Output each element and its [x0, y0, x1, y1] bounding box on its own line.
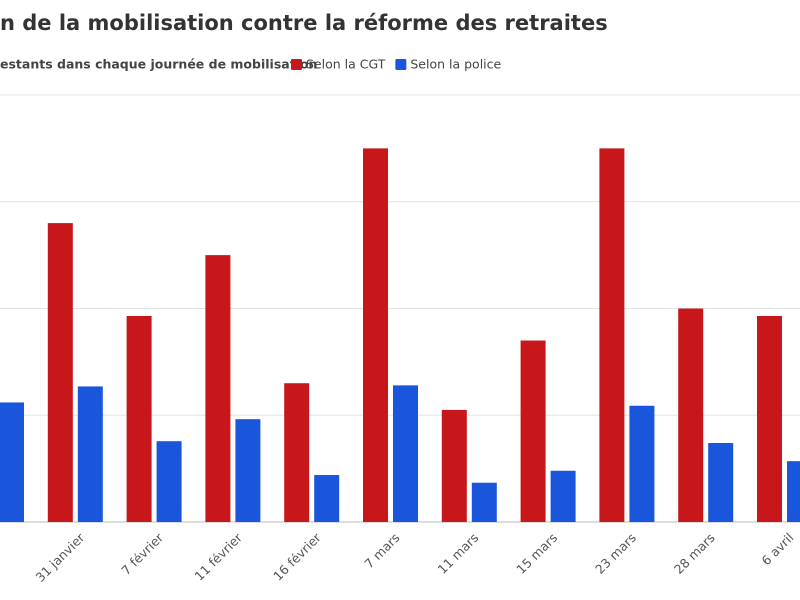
x-tick-label: 7 février — [118, 529, 167, 578]
x-tick-label: 6 avril — [758, 530, 796, 568]
bar — [471, 482, 497, 522]
x-tick-label: 28 mars — [671, 530, 718, 577]
x-tick-label: 15 mars — [513, 530, 560, 577]
chart-title: n de la mobilisation contre la réforme d… — [0, 11, 608, 35]
bar — [205, 255, 231, 522]
bar — [0, 402, 24, 522]
bar — [550, 470, 576, 522]
bar — [678, 308, 704, 522]
bar — [757, 315, 782, 522]
legend-title: estants dans chaque journée de mobilisat… — [0, 57, 317, 72]
legend-label: Selon la police — [410, 57, 501, 72]
x-tick-label: 11 mars — [434, 530, 481, 577]
x-tick-label: 23 mars — [592, 530, 639, 577]
bar — [47, 223, 73, 522]
legend-label: Selon la CGT — [306, 57, 386, 72]
bar — [441, 409, 467, 522]
bar — [629, 405, 655, 522]
bar — [708, 443, 734, 522]
bar — [235, 419, 261, 522]
bar — [787, 461, 800, 522]
bar — [284, 383, 310, 522]
legend-swatch — [291, 59, 302, 70]
bar — [314, 475, 340, 522]
legend-swatch — [395, 59, 407, 70]
x-tick-label: 11 février — [191, 529, 245, 583]
bar — [599, 148, 625, 522]
bar — [393, 385, 418, 522]
bar — [126, 315, 152, 522]
x-tick-label: 7 mars — [361, 530, 402, 571]
bar — [363, 148, 388, 522]
bar — [520, 340, 546, 522]
bar — [156, 441, 182, 522]
bar — [77, 386, 103, 522]
x-tick-label: 16 février — [270, 529, 324, 583]
x-tick-label: 31 janvier — [32, 529, 88, 585]
